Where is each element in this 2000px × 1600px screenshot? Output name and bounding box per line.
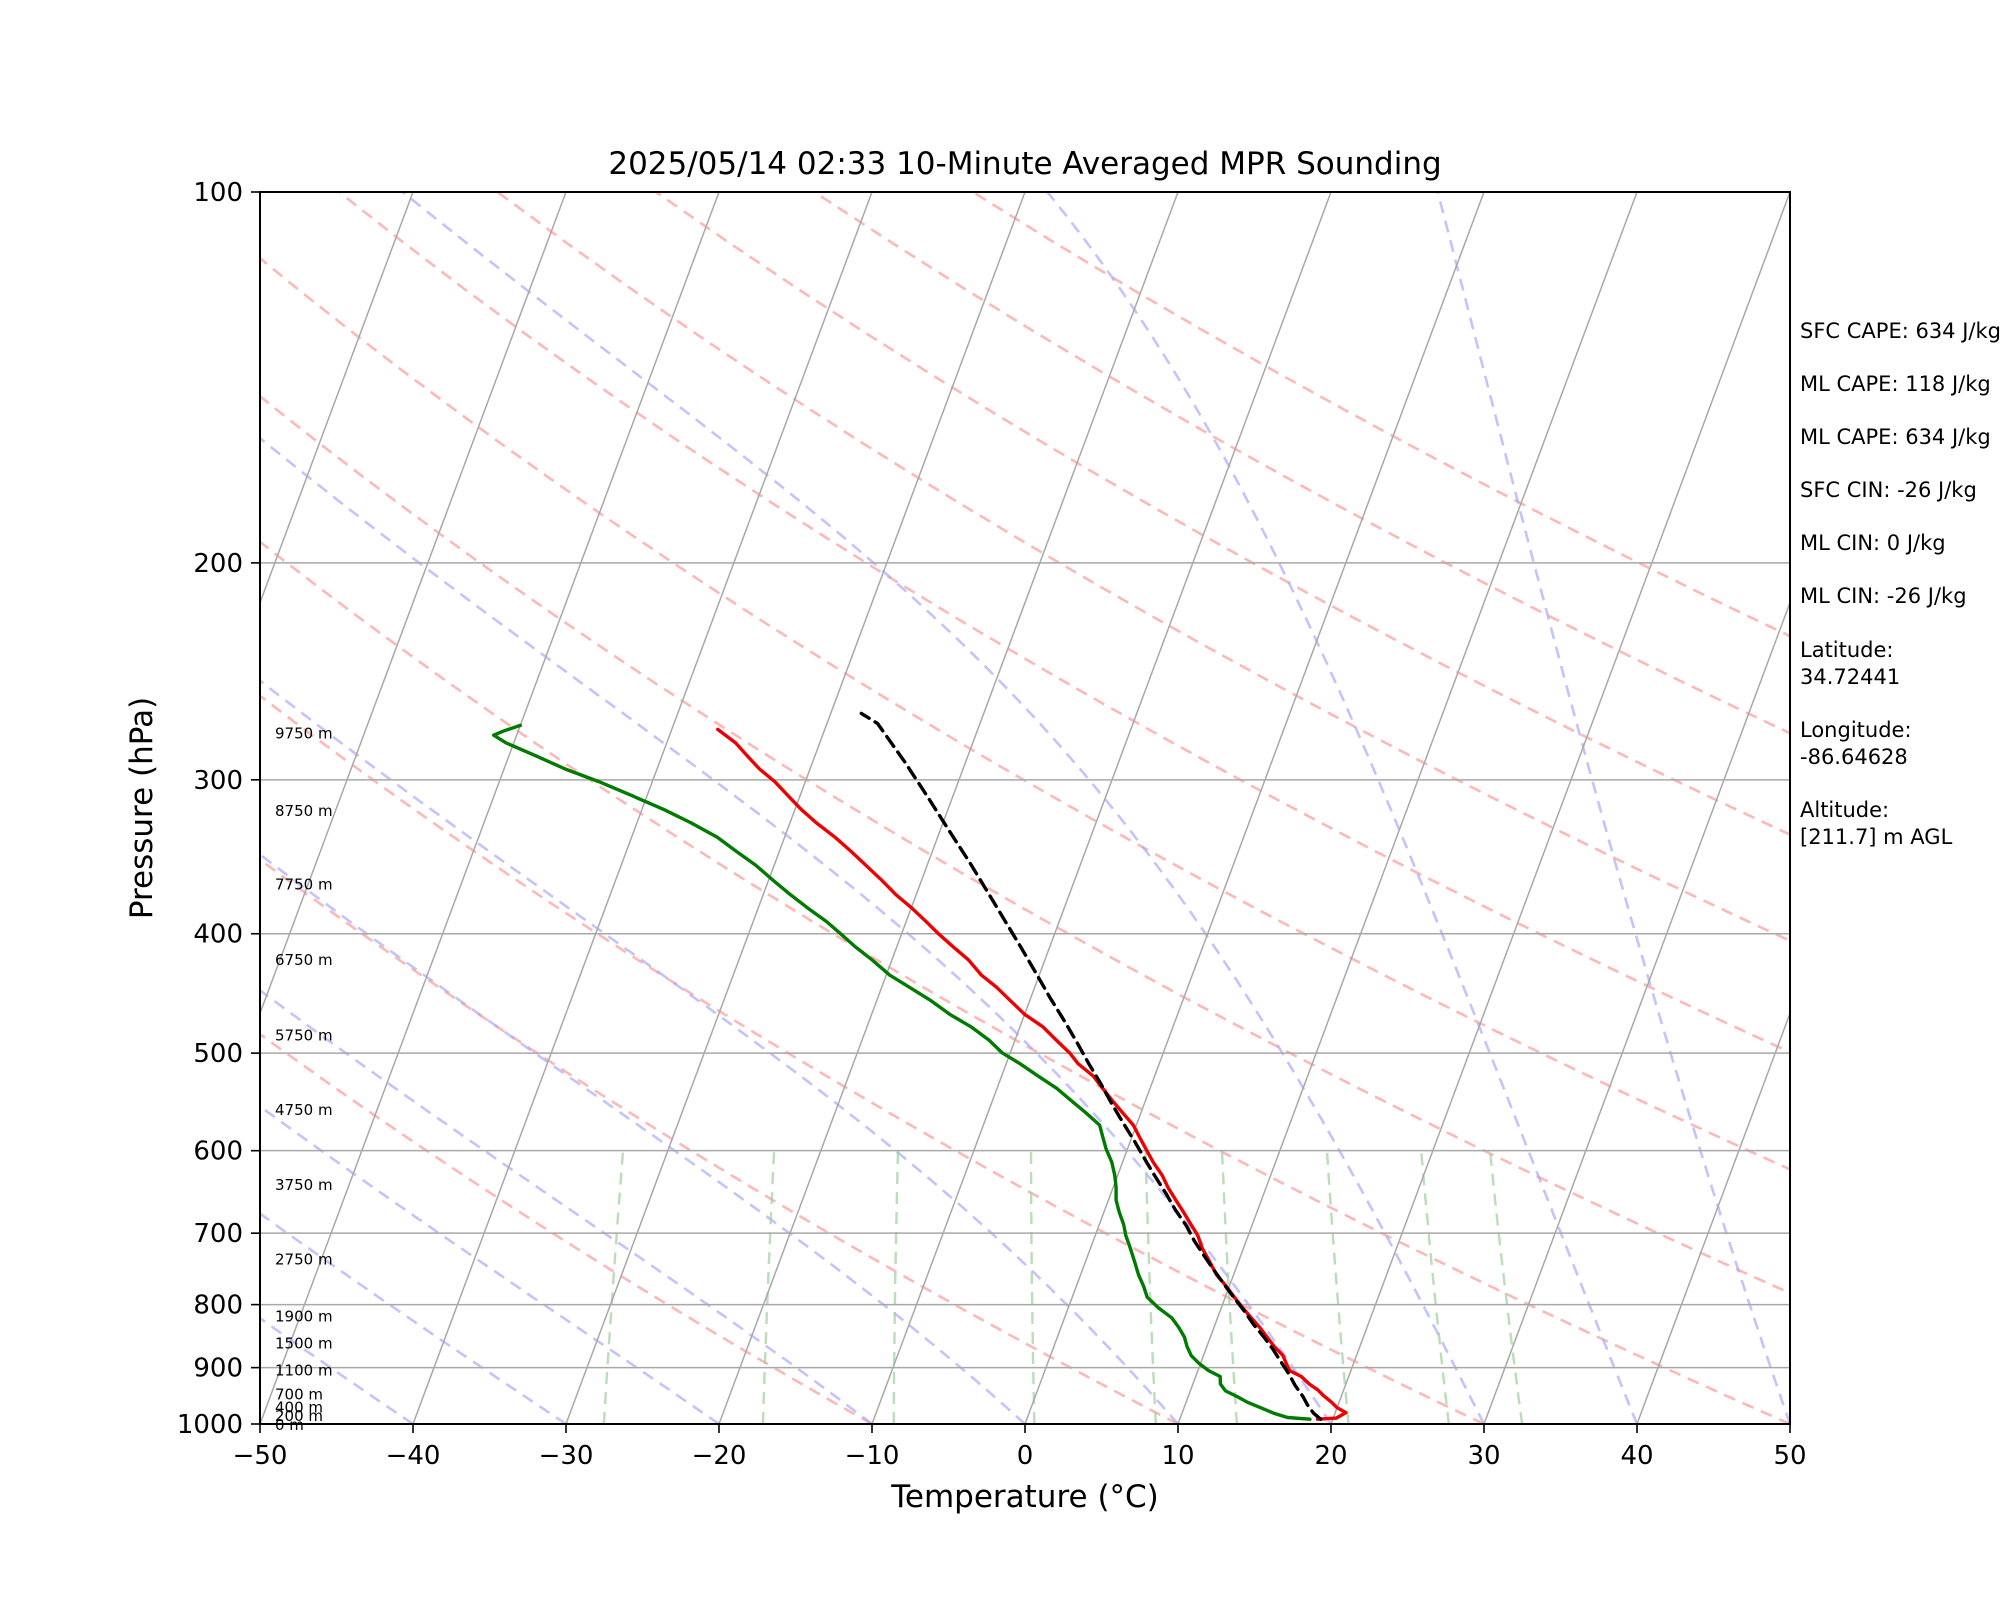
info-panel-line: [211.7] m AGL xyxy=(1800,825,1953,849)
x-tick-label: −50 xyxy=(233,1441,288,1471)
x-tick-label: −30 xyxy=(539,1441,594,1471)
x-tick-label: −20 xyxy=(692,1441,747,1471)
y-tick-label: 500 xyxy=(193,1039,243,1069)
isotherm-line xyxy=(1483,600,1790,1424)
height-label: 2750 m xyxy=(275,1250,333,1268)
height-label: 8750 m xyxy=(275,802,333,820)
y-tick-label: 200 xyxy=(193,549,243,579)
height-label: 6750 m xyxy=(275,951,333,969)
info-panel-line: SFC CAPE: 634 J/kg xyxy=(1800,319,2000,343)
x-tick-label: 40 xyxy=(1620,1441,1653,1471)
moist-adiabat-line xyxy=(1436,192,1790,1424)
info-panel-line: -86.64628 xyxy=(1800,745,1908,769)
isotherm-line xyxy=(1024,192,1485,1424)
moist-adiabat-line xyxy=(260,988,873,1424)
info-panel-line: ML CAPE: 634 J/kg xyxy=(1800,425,1991,449)
y-tick-label: 800 xyxy=(193,1291,243,1321)
moist-adiabat-line xyxy=(1046,192,1639,1424)
height-label: 200 m xyxy=(275,1407,323,1425)
isotherm-line xyxy=(565,192,1026,1424)
x-tick-label: −40 xyxy=(386,1441,441,1471)
moist-adiabat-line xyxy=(401,192,1486,1424)
isotherm-line xyxy=(1330,192,1790,1424)
height-label: 4750 m xyxy=(275,1101,333,1119)
y-tick-label: 600 xyxy=(193,1137,243,1167)
info-panel-line: ML CIN: 0 J/kg xyxy=(1800,531,1946,555)
moist-adiabat-line xyxy=(260,852,1026,1424)
dry-adiabat-line xyxy=(338,192,1790,1054)
height-label: 400 m xyxy=(275,1399,323,1417)
y-tick-label: 300 xyxy=(193,766,243,796)
height-label: 0 m xyxy=(275,1416,304,1434)
isotherm-line xyxy=(260,192,414,605)
height-label: 5750 m xyxy=(275,1027,333,1045)
axis-ticks: −50 −40 −30 −20 −10 0 10 20 30 40 50 100 200 300 400 50… xyxy=(177,178,1807,1471)
background-lines xyxy=(260,192,1790,1424)
height-label: 1900 m xyxy=(275,1308,333,1326)
info-panel-line: 34.72441 xyxy=(1800,665,1900,689)
y-tick-label: 900 xyxy=(193,1354,243,1384)
info-panel-line: ML CIN: -26 J/kg xyxy=(1800,584,1967,608)
x-tick-label: 10 xyxy=(1161,1441,1194,1471)
x-tick-label: 30 xyxy=(1467,1441,1500,1471)
sounding-profiles xyxy=(492,711,1348,1421)
height-label: 1100 m xyxy=(275,1362,333,1380)
isotherm-line xyxy=(1636,1011,1790,1424)
height-label: 9750 m xyxy=(275,724,333,742)
dry-adiabat-line xyxy=(260,694,1485,1424)
dry-adiabat-line xyxy=(813,192,1790,735)
dry-adiabat-line xyxy=(655,192,1790,837)
info-panel-line: Latitude: xyxy=(1800,638,1894,662)
x-tick-label: −10 xyxy=(845,1441,900,1471)
temperature-profile xyxy=(716,727,1348,1421)
chart-title: 2025/05/14 02:33 10-Minute Averaged MPR … xyxy=(608,146,1441,182)
x-axis-label: Temperature (°C) xyxy=(890,1479,1159,1515)
y-tick-label: 100 xyxy=(193,178,243,208)
height-label: 1500 m xyxy=(275,1334,333,1352)
info-panel-line: Altitude: xyxy=(1800,798,1889,822)
isotherm-line xyxy=(260,192,567,1016)
info-panel: SFC CAPE: 634 J/kg ML CAPE: 118 J/kg ML CA… xyxy=(1800,319,2000,849)
info-panel-line: SFC CIN: -26 J/kg xyxy=(1800,478,1977,502)
dry-adiabat-line xyxy=(260,857,1179,1424)
height-label: 3750 m xyxy=(275,1176,333,1194)
isotherm-line xyxy=(871,192,1332,1424)
y-tick-label: 1000 xyxy=(177,1410,243,1440)
info-panel-line: Longitude: xyxy=(1800,718,1912,742)
dry-adiabat-line xyxy=(260,540,1790,1424)
moist-adiabat-line xyxy=(260,436,1333,1424)
isotherm-line xyxy=(412,192,873,1424)
y-tick-label: 400 xyxy=(193,920,243,950)
isotherm-line xyxy=(1177,192,1638,1424)
parcel-profile xyxy=(859,711,1323,1421)
x-tick-label: 0 xyxy=(1017,1441,1034,1471)
y-tick-label: 700 xyxy=(193,1219,243,1249)
x-tick-label: 50 xyxy=(1773,1441,1806,1471)
height-label: 700 m xyxy=(275,1385,323,1403)
isotherm-line xyxy=(718,192,1179,1424)
moist-adiabat-line xyxy=(260,679,1179,1424)
y-axis-label: Pressure (hPa) xyxy=(124,697,160,919)
x-tick-label: 20 xyxy=(1314,1441,1347,1471)
height-label: 7750 m xyxy=(275,876,333,894)
isotherm-line xyxy=(260,192,720,1424)
dry-adiabat-line xyxy=(260,394,1790,1295)
dewpoint-profile xyxy=(492,723,1312,1421)
dry-adiabat-line xyxy=(260,1032,873,1424)
height-labels: 9750 m 8750 m 7750 m 6750 m 5750 m 4750 m 3750… xyxy=(275,724,333,1434)
info-panel-line: ML CAPE: 118 J/kg xyxy=(1800,372,1991,396)
